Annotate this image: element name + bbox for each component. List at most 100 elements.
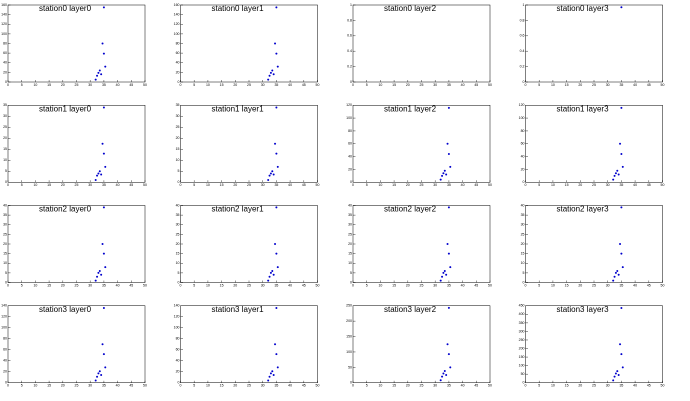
y-tick-label: 1 xyxy=(350,3,352,7)
point xyxy=(275,106,278,109)
x-tick-label: 50 xyxy=(661,384,665,388)
point xyxy=(102,353,105,356)
chart-title: station0 layer2 xyxy=(384,4,437,13)
y-tick-label: 20 xyxy=(176,70,180,74)
point xyxy=(441,174,444,177)
y-tick-label: 10 xyxy=(348,261,352,265)
point xyxy=(439,178,442,181)
x-tick-label: 45 xyxy=(302,83,306,87)
y-tick-label: 35 xyxy=(176,103,180,107)
point xyxy=(101,243,104,245)
x-tick-label: 20 xyxy=(61,83,65,87)
x-tick-label: 35 xyxy=(619,183,623,187)
x-tick-label: 10 xyxy=(33,83,37,87)
x-tick-label: 40 xyxy=(116,283,120,287)
x-tick-label: 35 xyxy=(447,384,451,388)
frame xyxy=(7,305,146,383)
chart-title: station1 layer2 xyxy=(384,104,437,113)
point xyxy=(268,174,271,177)
x-tick-label: 0 xyxy=(180,283,182,287)
y-tick-label: 0 xyxy=(523,381,525,385)
y-tick-label: 100 xyxy=(174,326,180,330)
x-tick-label: 0 xyxy=(352,183,354,187)
y-tick-label: 40 xyxy=(348,203,352,207)
x-tick-label: 5 xyxy=(21,283,23,287)
x-tick-label: 15 xyxy=(392,183,396,187)
x-tick-label: 10 xyxy=(551,183,555,187)
point xyxy=(447,306,450,309)
point xyxy=(616,370,619,373)
point xyxy=(447,252,450,255)
y-tick-label: 40 xyxy=(521,155,525,159)
point xyxy=(275,353,278,356)
x-tick-label: 35 xyxy=(447,183,451,187)
chart-title: station0 layer0 xyxy=(39,4,92,13)
x-tick-label: 5 xyxy=(193,183,195,187)
x-tick-label: 5 xyxy=(193,384,195,388)
y-tick-label: 80 xyxy=(176,337,180,341)
point xyxy=(267,379,270,382)
x-tick-label: 15 xyxy=(565,384,569,388)
x-tick-label: 20 xyxy=(406,384,410,388)
x-tick-label: 30 xyxy=(606,384,610,388)
x-tick-label: 50 xyxy=(316,283,320,287)
point xyxy=(449,165,452,168)
y-tick-label: 30 xyxy=(176,114,180,118)
y-tick-label: 25 xyxy=(521,232,525,236)
x-tick-label: 40 xyxy=(633,283,637,287)
y-tick-label: 5 xyxy=(523,271,525,275)
y-tick-label: 5 xyxy=(5,271,7,275)
y-tick-label: 20 xyxy=(3,136,7,140)
y-tick-label: 10 xyxy=(3,158,7,162)
frame xyxy=(525,105,663,183)
frame xyxy=(7,105,146,183)
x-tick-label: 50 xyxy=(488,183,492,187)
point xyxy=(100,73,103,76)
x-tick-label: 40 xyxy=(116,83,120,87)
y-tick-label: 140 xyxy=(174,304,180,308)
x-tick-label: 35 xyxy=(447,283,451,287)
chart-title: station2 layer2 xyxy=(384,205,437,214)
point xyxy=(620,353,623,356)
point xyxy=(619,142,622,145)
chart-title: station2 layer3 xyxy=(556,205,609,214)
point xyxy=(439,379,442,382)
x-tick-label: 45 xyxy=(474,183,478,187)
point xyxy=(443,370,446,373)
point xyxy=(276,165,279,168)
x-tick-label: 45 xyxy=(647,183,651,187)
x-tick-label: 40 xyxy=(116,183,120,187)
x-tick-label: 30 xyxy=(88,384,92,388)
y-tick-label: 10 xyxy=(176,158,180,162)
y-tick-label: 140 xyxy=(1,304,7,308)
x-tick-label: 10 xyxy=(206,384,210,388)
x-tick-label: 25 xyxy=(247,283,251,287)
point xyxy=(269,372,272,375)
point xyxy=(621,266,624,269)
x-tick-label: 5 xyxy=(366,283,368,287)
x-tick-label: 15 xyxy=(565,283,569,287)
point xyxy=(102,152,105,155)
y-tick-label: 0 xyxy=(350,180,352,184)
x-tick-label: 30 xyxy=(606,183,610,187)
x-tick-label: 50 xyxy=(488,283,492,287)
y-tick-label: 10 xyxy=(176,261,180,265)
y-tick-label: 35 xyxy=(176,213,180,217)
x-tick-label: 45 xyxy=(474,283,478,287)
point xyxy=(96,275,99,278)
point xyxy=(442,172,445,175)
x-tick-label: 30 xyxy=(433,384,437,388)
y-tick-label: 100 xyxy=(346,350,352,354)
y-tick-label: 5 xyxy=(178,169,180,173)
point xyxy=(272,374,275,377)
x-tick-label: 35 xyxy=(274,283,278,287)
point xyxy=(267,78,270,81)
point xyxy=(272,173,275,176)
point xyxy=(621,366,624,369)
y-tick-label: 140 xyxy=(1,13,7,17)
y-tick-label: 40 xyxy=(3,203,7,207)
y-tick-label: 160 xyxy=(1,3,7,7)
point xyxy=(272,73,275,76)
x-tick-label: 0 xyxy=(7,83,9,87)
y-tick-label: 80 xyxy=(176,41,180,45)
